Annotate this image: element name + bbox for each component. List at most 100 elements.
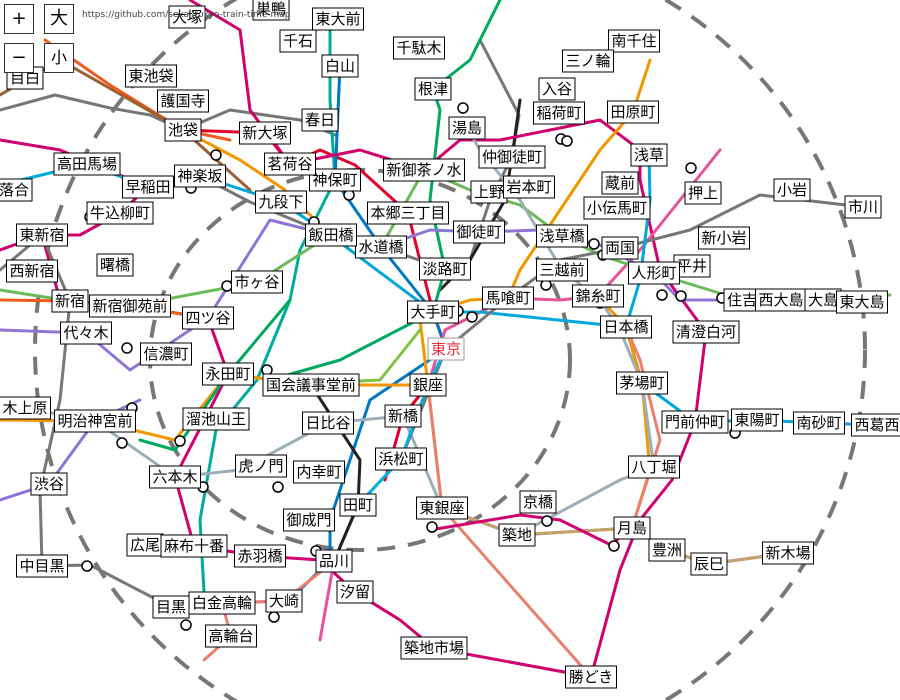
station-label[interactable]: 築地 <box>498 523 536 547</box>
station-label[interactable]: 稲荷町 <box>533 101 585 125</box>
station-label[interactable]: 小岩 <box>773 178 811 202</box>
station-label[interactable]: 白山 <box>321 54 359 78</box>
station-label[interactable]: 麻布十番 <box>160 534 228 558</box>
station-label[interactable]: 清澄白河 <box>672 320 740 344</box>
station-label[interactable]: 住吉 <box>723 288 761 312</box>
station-label[interactable]: 高田馬場 <box>53 152 121 176</box>
station-label[interactable]: 広尾 <box>126 533 164 557</box>
station-label[interactable]: 日比谷 <box>302 411 354 435</box>
station-label[interactable]: 明治神宮前 <box>54 409 136 433</box>
zoom-out-button[interactable]: − <box>4 43 34 73</box>
station-label[interactable]: 新橋 <box>384 404 422 428</box>
station-label[interactable]: 三越前 <box>536 258 588 282</box>
station-label[interactable]: 浅草橋 <box>536 224 588 248</box>
station-label[interactable]: 護国寺 <box>157 89 209 113</box>
station-label[interactable]: 八丁堀 <box>628 455 680 479</box>
station-label[interactable]: 豊洲 <box>648 538 686 562</box>
station-label[interactable]: 蔵前 <box>601 171 639 195</box>
station-label[interactable]: 西葛西 <box>851 413 900 437</box>
station-label[interactable]: 内幸町 <box>293 460 345 484</box>
station-label[interactable]: 茗荷谷 <box>264 152 316 176</box>
station-label[interactable]: 御成門 <box>283 508 335 532</box>
station-label[interactable]: 根津 <box>414 77 452 101</box>
station-label[interactable]: 白金高輪 <box>188 591 256 615</box>
station-label[interactable]: 新御茶ノ水 <box>383 158 465 182</box>
station-label[interactable]: 人形町 <box>628 261 680 285</box>
station-label[interactable]: 東京 <box>427 337 465 361</box>
station-label[interactable]: 本郷三丁目 <box>367 201 449 225</box>
station-label[interactable]: 水道橋 <box>355 235 407 259</box>
station-label[interactable]: 馬喰町 <box>482 286 534 310</box>
station-label[interactable]: 九段下 <box>255 190 307 214</box>
station-label[interactable]: 岩本町 <box>503 175 555 199</box>
station-label[interactable]: 大手町 <box>407 300 459 324</box>
station-label[interactable]: 神保町 <box>309 168 361 192</box>
station-label[interactable]: 目黒 <box>152 595 190 619</box>
station-label[interactable]: 高輪台 <box>205 624 257 648</box>
station-label[interactable]: 信濃町 <box>140 342 192 366</box>
station-label[interactable]: 小伝馬町 <box>583 196 651 220</box>
station-label[interactable]: 国会議事堂前 <box>262 373 360 397</box>
station-label[interactable]: 東大前 <box>312 7 364 31</box>
station-label[interactable]: 早稲田 <box>122 175 174 199</box>
station-label[interactable]: 牛込柳町 <box>86 201 154 225</box>
station-label[interactable]: 浅草 <box>630 143 668 167</box>
station-label[interactable]: 落合 <box>0 178 33 202</box>
station-label[interactable]: 仲御徒町 <box>478 145 546 169</box>
station-label[interactable]: 辰巳 <box>690 552 728 576</box>
station-label[interactable]: 入谷 <box>538 77 576 101</box>
station-label[interactable]: 田町 <box>339 493 377 517</box>
station-label[interactable]: 西新宿 <box>6 259 58 283</box>
station-label[interactable]: 四ツ谷 <box>182 306 234 330</box>
station-label[interactable]: 東新宿 <box>16 223 68 247</box>
station-label[interactable]: 東陽町 <box>731 408 783 432</box>
font-smaller-button[interactable]: 小 <box>44 43 74 73</box>
station-label[interactable]: 門前仲町 <box>661 410 729 434</box>
station-label[interactable]: 渋谷 <box>30 472 68 496</box>
zoom-in-button[interactable]: + <box>4 4 34 34</box>
station-label[interactable]: 築地市場 <box>400 636 468 660</box>
station-label[interactable]: 銀座 <box>409 373 447 397</box>
station-label[interactable]: 東池袋 <box>125 64 177 88</box>
station-label[interactable]: 東大島 <box>836 290 888 314</box>
station-label[interactable]: 市ヶ谷 <box>231 270 283 294</box>
station-label[interactable]: 押上 <box>684 181 722 205</box>
station-label[interactable]: 品川 <box>315 549 353 573</box>
station-label[interactable]: 湯島 <box>448 116 486 140</box>
station-label[interactable]: 三ノ輪 <box>562 49 614 73</box>
station-label[interactable]: 月島 <box>613 516 651 540</box>
station-label[interactable]: 曙橋 <box>96 253 134 277</box>
station-label[interactable]: 汐留 <box>336 580 374 604</box>
station-label[interactable]: 新大塚 <box>239 121 291 145</box>
station-label[interactable]: 大塚 <box>168 5 206 29</box>
station-label[interactable]: 御徒町 <box>453 220 505 244</box>
station-label[interactable]: 永田町 <box>202 362 254 386</box>
station-label[interactable]: 平井 <box>673 254 711 278</box>
station-label[interactable]: 神楽坂 <box>174 164 226 188</box>
station-label[interactable]: 新宿 <box>51 289 89 313</box>
station-label[interactable]: 池袋 <box>164 118 202 142</box>
station-label[interactable]: 大島 <box>804 288 842 312</box>
station-label[interactable]: 溜池山王 <box>182 407 250 431</box>
station-label[interactable]: 勝どき <box>565 665 617 689</box>
station-label[interactable]: 千石 <box>279 29 317 53</box>
station-label[interactable]: 両国 <box>601 236 639 260</box>
station-label[interactable]: 代々木 <box>60 321 112 345</box>
station-label[interactable]: 南千住 <box>608 29 660 53</box>
station-label[interactable]: 春日 <box>301 108 339 132</box>
station-label[interactable]: 千駄木 <box>393 36 445 60</box>
station-label[interactable]: 茅場町 <box>616 371 668 395</box>
station-label[interactable]: 巣鴨 <box>252 0 290 21</box>
station-label[interactable]: 東銀座 <box>416 496 468 520</box>
station-label[interactable]: 大崎 <box>265 589 303 613</box>
station-label[interactable]: 上野 <box>470 180 508 204</box>
station-label[interactable]: 新木場 <box>762 541 814 565</box>
station-label[interactable]: 京橋 <box>519 490 557 514</box>
station-label[interactable]: 錦糸町 <box>572 284 624 308</box>
station-label[interactable]: 淡路町 <box>419 257 471 281</box>
station-label[interactable]: 新宿御苑前 <box>89 294 171 318</box>
font-larger-button[interactable]: 大 <box>44 4 74 34</box>
station-label[interactable]: 日本橋 <box>600 315 652 339</box>
station-label[interactable]: 田原町 <box>607 100 659 124</box>
station-label[interactable]: 浜松町 <box>375 447 427 471</box>
